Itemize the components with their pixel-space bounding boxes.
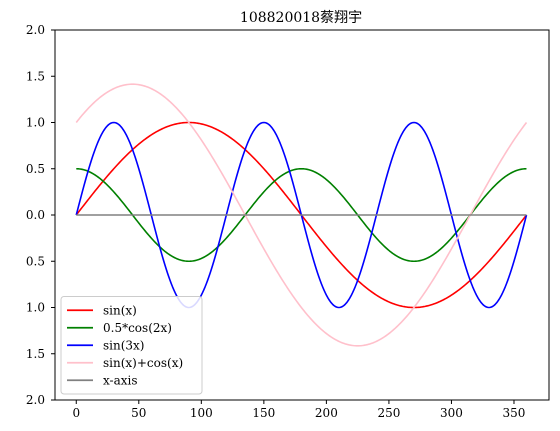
x-tick-label: 50 xyxy=(131,406,146,420)
y-tick-label: 0.5 xyxy=(26,254,45,268)
x-tick-label: 150 xyxy=(252,406,275,420)
plot-lines xyxy=(75,83,528,347)
legend-frame xyxy=(60,296,203,395)
y-tick-label: 2.0 xyxy=(26,23,45,37)
legend-label: sin(x) xyxy=(103,303,137,317)
y-tick-label: 1.0 xyxy=(26,301,45,315)
series-line-1 xyxy=(76,167,527,263)
legend-label: sin(x)+cos(x) xyxy=(103,356,183,370)
y-tick-label: 1.5 xyxy=(26,69,45,83)
y-tick-label: 1.5 xyxy=(26,347,45,361)
y-axis-ticks: 2.0 1.5 1.0 0.5 0.0 0.5 1.0 1.5 2.0 xyxy=(26,23,55,407)
x-tick-label: 350 xyxy=(503,406,526,420)
legend-label: sin(3x) xyxy=(103,338,145,352)
legend-label: x-axis xyxy=(103,373,138,387)
x-tick-label: 300 xyxy=(440,406,463,420)
legend: sin(x) 0.5*cos(2x) sin(3x) sin(x)+cos(x) x-a… xyxy=(60,296,203,395)
y-tick-label: 2.0 xyxy=(26,393,45,407)
x-tick-label: 0 xyxy=(72,406,80,420)
x-axis-ticks: 0 50 100 150 200 250 300 350 xyxy=(72,400,525,420)
y-tick-label: 0.5 xyxy=(26,162,45,176)
legend-label: 0.5*cos(2x) xyxy=(103,321,172,335)
series-line-3 xyxy=(75,83,528,347)
y-tick-label: 0.0 xyxy=(26,208,45,222)
chart-title: 108820018蔡翔宇 xyxy=(240,10,362,26)
x-tick-label: 200 xyxy=(315,406,338,420)
x-tick-label: 100 xyxy=(190,406,213,420)
x-tick-label: 250 xyxy=(377,406,400,420)
y-tick-label: 1.0 xyxy=(26,116,45,130)
